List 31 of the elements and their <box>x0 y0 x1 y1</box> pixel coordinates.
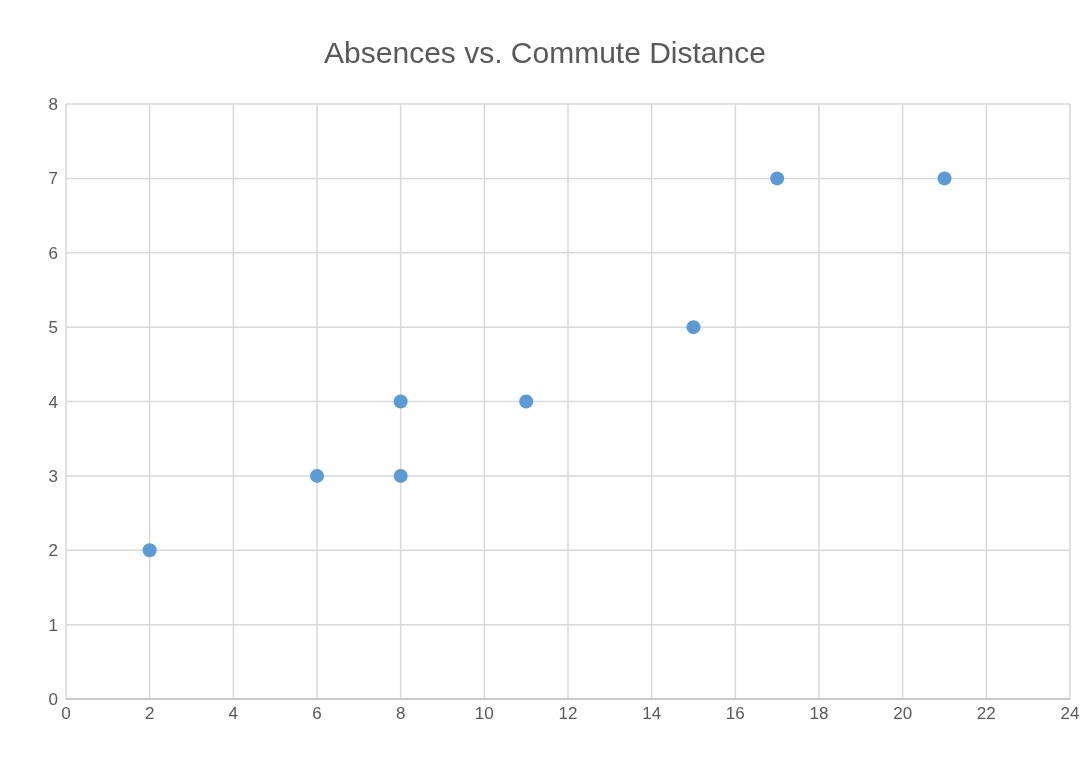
y-tick-label: 7 <box>48 169 58 189</box>
x-tick-label: 6 <box>312 704 322 724</box>
y-tick-label: 2 <box>48 541 58 561</box>
x-tick-label: 8 <box>395 704 406 724</box>
point <box>770 171 785 186</box>
x-tick-label: 14 <box>642 704 662 724</box>
x-tick-label: 12 <box>558 704 578 724</box>
point <box>393 394 408 409</box>
chart-title: Absences vs. Commute Distance <box>323 35 767 71</box>
y-tick-label: 3 <box>48 466 58 486</box>
x-tick-label: 20 <box>893 704 913 724</box>
x-tick-label: 0 <box>61 704 71 724</box>
point <box>310 468 324 483</box>
y-tick-label: 1 <box>48 615 58 635</box>
point <box>393 468 408 483</box>
point <box>937 171 952 186</box>
y-tick-label: 0 <box>48 690 58 710</box>
x-tick-label: 24 <box>1060 704 1080 724</box>
y-tick-label: 5 <box>48 318 58 338</box>
point <box>519 394 534 409</box>
x-tick-label: 18 <box>809 704 829 724</box>
y-tick-label: 6 <box>48 243 58 263</box>
y-tick-label: 4 <box>48 392 58 412</box>
y-tick-label: 8 <box>48 95 58 115</box>
x-tick-label: 2 <box>144 704 155 724</box>
x-tick-label: 10 <box>474 704 494 724</box>
point <box>142 543 157 558</box>
x-tick-label: 22 <box>976 704 996 724</box>
point <box>686 320 701 335</box>
x-tick-label: 16 <box>725 704 745 724</box>
x-tick-label: 4 <box>228 704 239 724</box>
